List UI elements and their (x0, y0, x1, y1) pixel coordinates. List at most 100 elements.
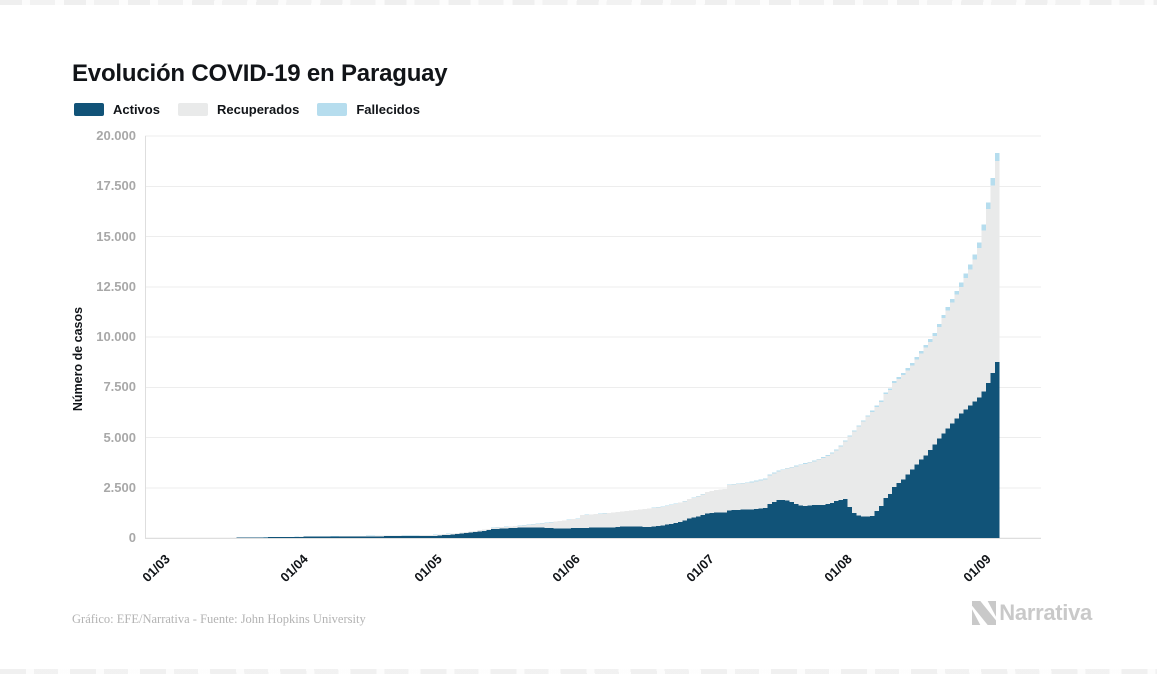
bar-recuperados[interactable] (455, 533, 460, 535)
bar-activos[interactable] (588, 527, 594, 538)
bar-activos[interactable] (887, 494, 893, 538)
bar-activos[interactable] (379, 536, 384, 538)
bar-activos[interactable] (789, 502, 795, 538)
bar-recuperados[interactable] (557, 521, 563, 529)
bar-recuperados[interactable] (896, 379, 902, 484)
bar-fallecidos[interactable] (963, 273, 969, 279)
bar-fallecidos[interactable] (945, 306, 951, 311)
bar-recuperados[interactable] (869, 411, 875, 516)
bar-recuperados[interactable] (642, 509, 647, 527)
bar-activos[interactable] (414, 536, 420, 538)
bar-activos[interactable] (896, 483, 902, 538)
bar-fallecidos[interactable] (780, 469, 786, 470)
bar-activos[interactable] (446, 534, 451, 538)
bar-fallecidos[interactable] (994, 153, 1000, 162)
bar-recuperados[interactable] (691, 497, 696, 518)
bar-activos[interactable] (281, 537, 286, 538)
bar-recuperados[interactable] (878, 401, 884, 506)
bar-activos[interactable] (825, 504, 830, 538)
bar-recuperados[interactable] (731, 484, 737, 511)
bar-activos[interactable] (606, 527, 612, 538)
bar-recuperados[interactable] (388, 535, 393, 537)
bar-activos[interactable] (852, 512, 857, 538)
bar-recuperados[interactable] (575, 518, 581, 529)
bar-recuperados[interactable] (468, 531, 473, 533)
bar-activos[interactable] (753, 508, 759, 538)
bar-recuperados[interactable] (959, 286, 964, 414)
bar-activos[interactable] (397, 536, 402, 538)
bar-activos[interactable] (633, 526, 638, 538)
bar-recuperados[interactable] (695, 496, 701, 517)
bar-activos[interactable] (553, 528, 558, 538)
bar-recuperados[interactable] (562, 520, 567, 529)
bar-recuperados[interactable] (762, 479, 768, 509)
bar-recuperados[interactable] (718, 489, 723, 513)
bar-activos[interactable] (865, 516, 870, 538)
bar-recuperados[interactable] (481, 529, 487, 531)
bar-fallecidos[interactable] (820, 456, 826, 458)
bar-activos[interactable] (272, 537, 277, 538)
bar-fallecidos[interactable] (976, 242, 982, 248)
bar-recuperados[interactable] (660, 506, 665, 526)
bar-fallecidos[interactable] (776, 470, 781, 472)
bar-activos[interactable] (357, 536, 362, 538)
bar-recuperados[interactable] (673, 503, 679, 523)
bar-activos[interactable] (437, 535, 442, 538)
bar-activos[interactable] (941, 433, 946, 538)
bar-activos[interactable] (700, 514, 705, 538)
bar-activos[interactable] (794, 504, 799, 538)
bar-activos[interactable] (664, 524, 670, 538)
bar-recuperados[interactable] (852, 431, 857, 513)
bar-activos[interactable] (673, 522, 679, 538)
bar-recuperados[interactable] (646, 508, 652, 528)
bar-fallecidos[interactable] (816, 458, 821, 460)
bar-activos[interactable] (990, 373, 995, 538)
bar-recuperados[interactable] (669, 504, 674, 524)
bar-activos[interactable] (691, 517, 696, 538)
bar-fallecidos[interactable] (918, 351, 924, 354)
bar-activos[interactable] (388, 536, 393, 538)
bar-activos[interactable] (548, 528, 554, 538)
bar-recuperados[interactable] (767, 475, 772, 505)
bar-activos[interactable] (481, 530, 487, 538)
bar-recuperados[interactable] (414, 535, 420, 537)
bar-recuperados[interactable] (941, 318, 946, 434)
bar-activos[interactable] (428, 536, 433, 538)
bar-activos[interactable] (383, 536, 389, 538)
bar-recuperados[interactable] (883, 393, 888, 499)
bar-recuperados[interactable] (918, 353, 924, 460)
bar-activos[interactable] (629, 526, 634, 538)
bar-activos[interactable] (959, 413, 964, 538)
bar-activos[interactable] (508, 528, 514, 538)
bar-fallecidos[interactable] (936, 323, 942, 328)
bar-activos[interactable] (526, 527, 531, 538)
bar-recuperados[interactable] (860, 421, 866, 517)
bar-recuperados[interactable] (406, 535, 411, 537)
bar-fallecidos[interactable] (878, 400, 884, 402)
bar-fallecidos[interactable] (753, 480, 759, 482)
bar-activos[interactable] (914, 464, 919, 538)
bar-fallecidos[interactable] (950, 298, 955, 303)
bar-activos[interactable] (624, 526, 630, 538)
bar-activos[interactable] (597, 527, 603, 538)
bar-fallecidos[interactable] (825, 454, 830, 456)
bar-activos[interactable] (829, 503, 835, 538)
bar-activos[interactable] (860, 516, 866, 538)
bar-activos[interactable] (758, 508, 763, 538)
bar-fallecidos[interactable] (968, 264, 973, 270)
bar-recuperados[interactable] (985, 208, 991, 384)
bar-recuperados[interactable] (794, 466, 799, 505)
bar-activos[interactable] (727, 510, 732, 538)
bar-recuperados[interactable] (803, 463, 808, 506)
bar-recuperados[interactable] (682, 501, 688, 521)
bar-recuperados[interactable] (472, 530, 478, 532)
bar-activos[interactable] (499, 528, 505, 538)
bar-recuperados[interactable] (771, 473, 777, 503)
bar-activos[interactable] (370, 536, 375, 538)
bar-recuperados[interactable] (816, 459, 821, 506)
bar-recuperados[interactable] (798, 465, 804, 506)
bar-activos[interactable] (615, 527, 621, 538)
bar-recuperados[interactable] (785, 468, 790, 501)
bar-activos[interactable] (517, 527, 523, 538)
bar-recuperados[interactable] (789, 467, 795, 503)
